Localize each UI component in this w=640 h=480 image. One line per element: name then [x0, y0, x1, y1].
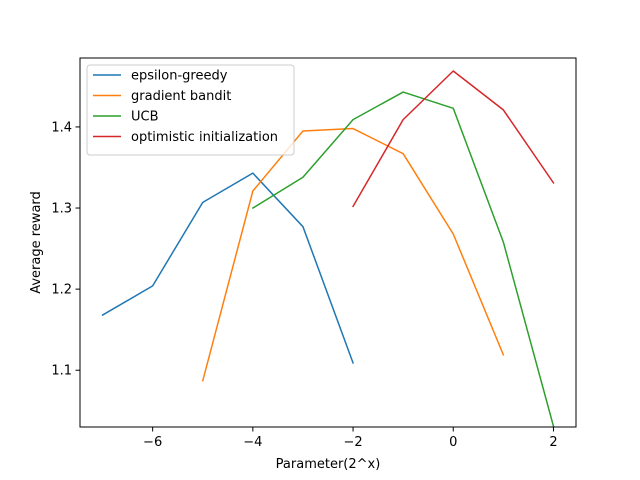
legend-label-optimistic-initialization: optimistic initialization [131, 130, 278, 145]
y-tick-label: 1.2 [51, 283, 72, 298]
x-axis: −6 −4 −2 0 2 [143, 427, 558, 450]
y-axis-label: Average reward [29, 191, 44, 294]
series-line-optimistic-initialization [352, 70, 555, 208]
y-tick-label: 1.4 [51, 120, 72, 135]
y-tick-label: 1.1 [51, 364, 72, 379]
plot-frame [79, 57, 577, 428]
legend-label-ucb: UCB [131, 110, 159, 125]
y-axis: 1.1 1.2 1.3 1.4 [51, 120, 80, 379]
series-line-gradient-bandit [201, 127, 505, 382]
series-line-ucb [251, 91, 555, 428]
x-tick-label: 2 [549, 435, 557, 450]
legend-label-gradient-bandit: gradient bandit [131, 89, 231, 104]
legend-label-epsilon-greedy: epsilon-greedy [131, 69, 228, 84]
x-tick-label: −2 [343, 435, 362, 450]
series-line-epsilon-greedy [101, 172, 355, 364]
x-tick-label: 0 [449, 435, 457, 450]
legend-box [86, 64, 295, 156]
series-layer [101, 70, 555, 428]
legend: epsilon-greedy gradient bandit UCB optimist… [86, 64, 295, 156]
y-tick-label: 1.3 [51, 202, 72, 217]
x-tick-label: −6 [143, 435, 162, 450]
x-tick-label: −4 [243, 435, 262, 450]
x-axis-label: Parameter(2^x) [276, 457, 381, 472]
